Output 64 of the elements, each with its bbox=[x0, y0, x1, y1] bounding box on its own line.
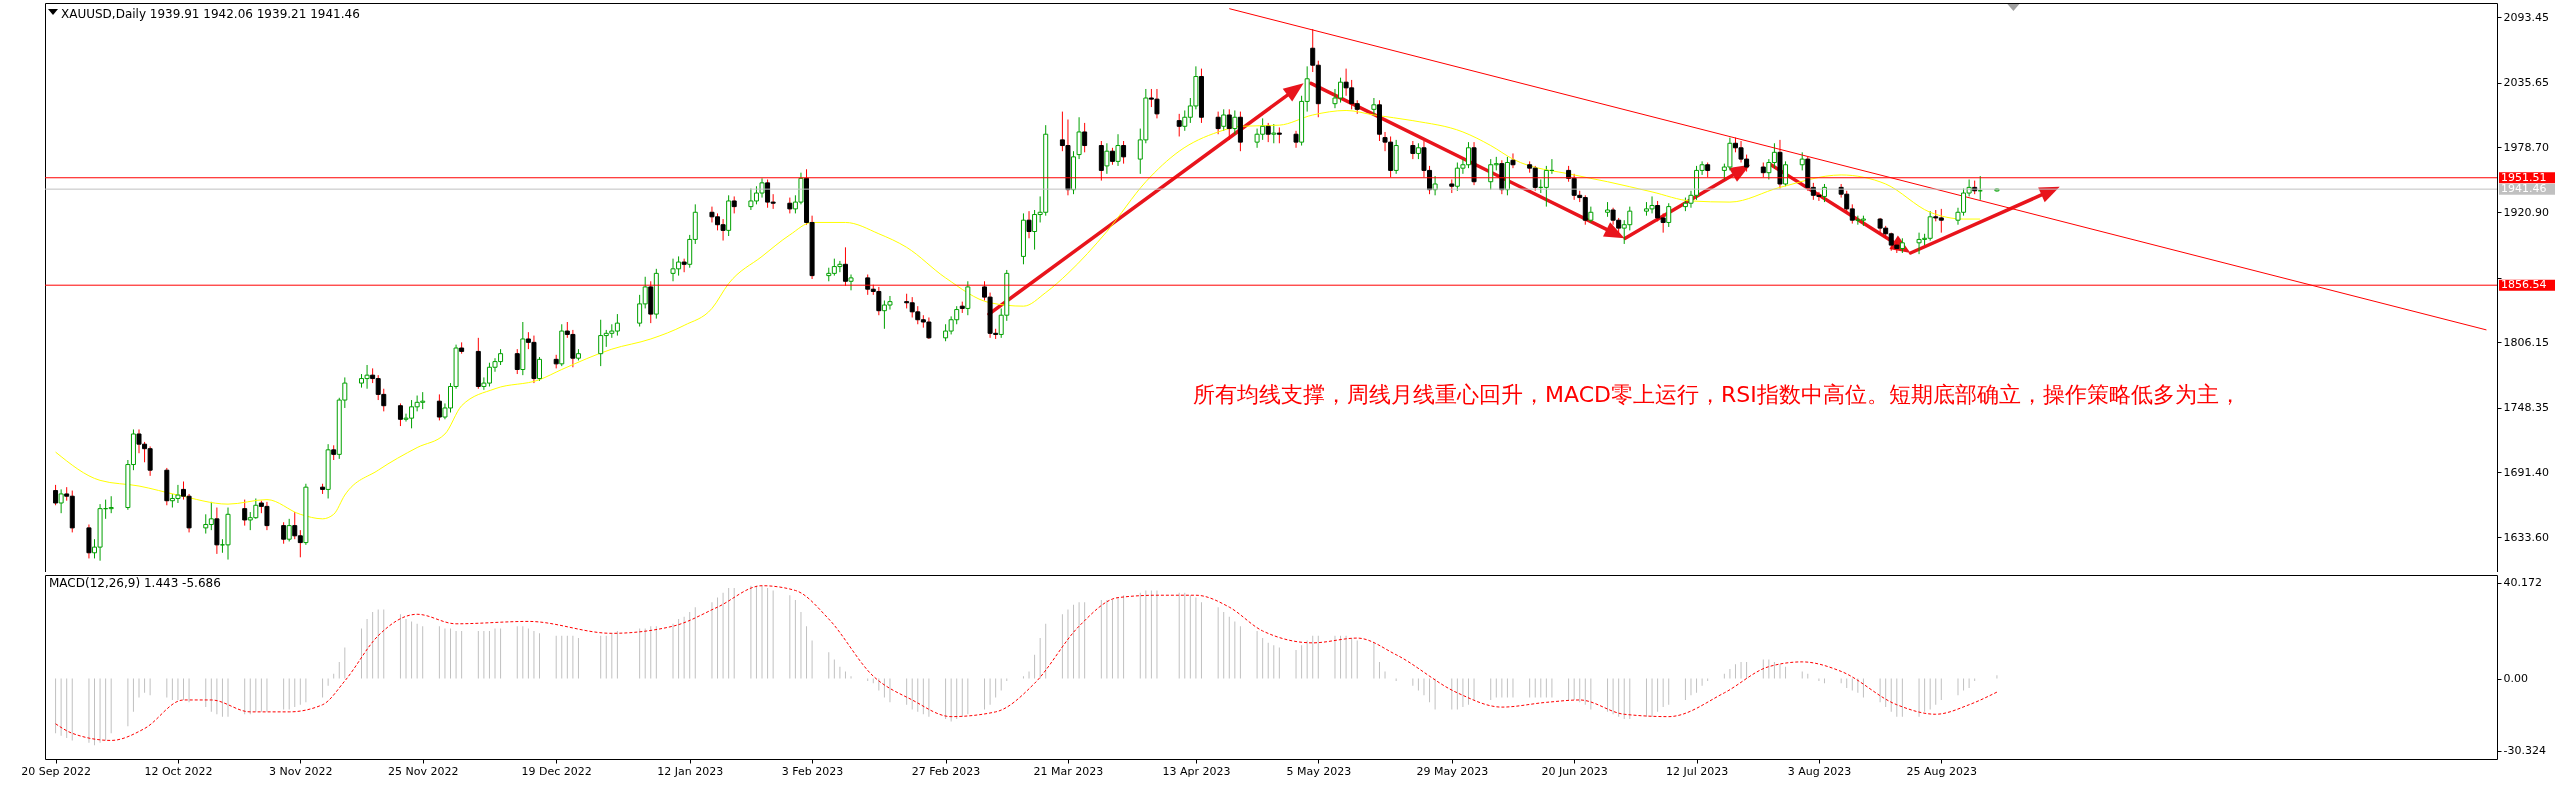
x-tick-label: 3 Feb 2023 bbox=[781, 764, 844, 778]
candlestick bbox=[1232, 109, 1238, 135]
candlestick bbox=[397, 402, 403, 427]
y-tick-label: 40.172 bbox=[2503, 576, 2542, 590]
candlestick bbox=[1271, 123, 1277, 144]
y-tick-label: 0.00 bbox=[2503, 672, 2528, 686]
candlestick bbox=[1226, 108, 1232, 141]
x-tick-label: 3 Aug 2023 bbox=[1787, 764, 1852, 778]
candlestick bbox=[1799, 151, 1805, 171]
y-tick-label: -30.324 bbox=[2503, 744, 2546, 758]
x-tick-label: 27 Feb 2023 bbox=[911, 764, 981, 778]
y-tick-label: 1920.90 bbox=[2503, 205, 2549, 219]
candlestick bbox=[1221, 108, 1227, 132]
chart-title: MACD(12,26,9) 1.443 -5.686 bbox=[49, 576, 221, 590]
candlestick bbox=[1121, 140, 1127, 165]
candlestick bbox=[514, 348, 520, 375]
candlestick bbox=[965, 280, 971, 316]
x-tick-label: 3 Nov 2022 bbox=[269, 764, 333, 778]
x-tick-label: 13 Apr 2023 bbox=[1162, 764, 1231, 778]
candlestick bbox=[281, 521, 287, 545]
x-tick-label: 12 Jul 2023 bbox=[1665, 764, 1729, 778]
candlestick bbox=[286, 518, 292, 542]
x-tick-label: 20 Jun 2023 bbox=[1541, 764, 1608, 778]
x-tick-label: 20 Sep 2022 bbox=[21, 764, 91, 778]
candlestick bbox=[1215, 111, 1221, 135]
candlestick bbox=[53, 484, 59, 506]
candlestick bbox=[681, 258, 687, 273]
candlestick bbox=[1371, 97, 1377, 116]
x-tick-label: 21 Mar 2023 bbox=[1033, 764, 1104, 778]
x-tick-label: 12 Oct 2022 bbox=[144, 764, 213, 778]
x-tick-label: 19 Dec 2022 bbox=[521, 764, 592, 778]
candlestick bbox=[537, 356, 543, 382]
x-tick-label: 25 Aug 2023 bbox=[1906, 764, 1978, 778]
candlestick bbox=[242, 499, 248, 527]
candlestick bbox=[1666, 202, 1672, 228]
candlestick bbox=[1265, 122, 1271, 143]
y-tick-label: 1978.70 bbox=[2503, 140, 2549, 154]
candlestick bbox=[1104, 142, 1110, 175]
candlestick bbox=[58, 488, 64, 514]
candlestick bbox=[848, 273, 854, 291]
x-tick-label: 5 May 2023 bbox=[1286, 764, 1352, 778]
y-tick-label: 1691.40 bbox=[2503, 465, 2549, 479]
candlestick bbox=[1082, 122, 1088, 153]
y-tick-label: 1748.35 bbox=[2503, 401, 2549, 415]
candlestick bbox=[436, 393, 442, 421]
y-tick-label: 2093.45 bbox=[2503, 10, 2549, 24]
candlestick bbox=[1410, 140, 1416, 160]
candlestick bbox=[1076, 116, 1082, 160]
candlestick bbox=[1176, 113, 1182, 137]
ref-line-label: 1941.46 bbox=[2501, 182, 2547, 196]
x-tick-label: 25 Nov 2022 bbox=[387, 764, 459, 778]
candlestick bbox=[1026, 210, 1032, 239]
candlestick bbox=[1115, 133, 1121, 167]
x-tick-label: 12 Jan 2023 bbox=[657, 764, 724, 778]
chart-title: XAUUSD,Daily 1939.91 1942.06 1939.21 1941.46 bbox=[61, 7, 360, 21]
y-tick-label: 2035.65 bbox=[2503, 76, 2549, 90]
y-tick-label: 1806.15 bbox=[2503, 335, 2549, 349]
candlestick bbox=[1510, 152, 1516, 169]
x-tick-label: 29 May 2023 bbox=[1416, 764, 1489, 778]
ref-line-label: 1951.51 bbox=[2501, 170, 2547, 184]
candlestick bbox=[1293, 130, 1299, 149]
ref-line-label: 1856.54 bbox=[2501, 278, 2547, 292]
annotation: 所有均线支撑，周线月线重心回升，MACD零上运行，RSI指数中高位。短期底部确立，操作策略低多为主， bbox=[1193, 382, 2241, 407]
y-tick-label: 1633.60 bbox=[2503, 530, 2549, 544]
